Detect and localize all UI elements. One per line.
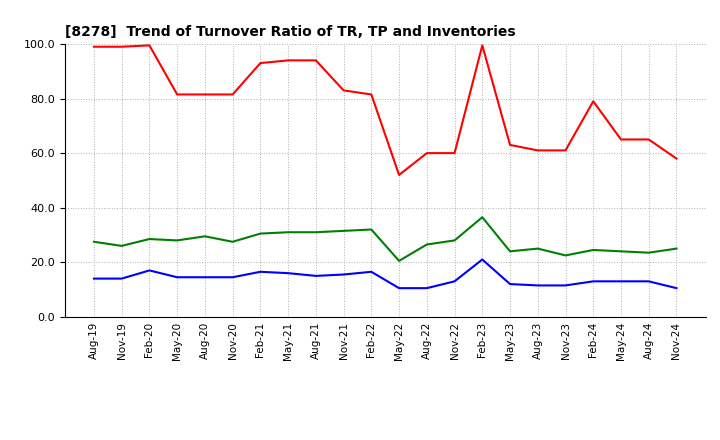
Trade Payables <box>173 275 181 280</box>
Trade Receivables <box>339 88 348 93</box>
Trade Payables <box>117 276 126 281</box>
Inventories <box>228 239 237 244</box>
Inventories <box>89 239 98 244</box>
Trade Receivables <box>201 92 210 97</box>
Trade Receivables <box>589 99 598 104</box>
Inventories <box>478 215 487 220</box>
Inventories <box>117 243 126 249</box>
Trade Receivables <box>173 92 181 97</box>
Text: [8278]  Trend of Turnover Ratio of TR, TP and Inventories: [8278] Trend of Turnover Ratio of TR, TP… <box>65 25 516 39</box>
Inventories <box>534 246 542 251</box>
Inventories <box>201 234 210 239</box>
Trade Receivables <box>534 148 542 153</box>
Inventories <box>256 231 265 236</box>
Trade Payables <box>478 257 487 262</box>
Trade Payables <box>450 279 459 284</box>
Inventories <box>505 249 514 254</box>
Trade Payables <box>505 282 514 287</box>
Inventories <box>450 238 459 243</box>
Trade Receivables <box>478 43 487 48</box>
Trade Payables <box>561 283 570 288</box>
Trade Receivables <box>672 156 681 161</box>
Trade Payables <box>284 271 292 276</box>
Trade Receivables <box>450 150 459 156</box>
Line: Inventories: Inventories <box>94 217 677 261</box>
Trade Payables <box>616 279 625 284</box>
Trade Payables <box>312 273 320 279</box>
Inventories <box>339 228 348 234</box>
Trade Receivables <box>423 150 431 156</box>
Inventories <box>672 246 681 251</box>
Trade Payables <box>644 279 653 284</box>
Trade Payables <box>367 269 376 275</box>
Inventories <box>284 230 292 235</box>
Trade Receivables <box>145 43 154 48</box>
Trade Payables <box>228 275 237 280</box>
Trade Receivables <box>644 137 653 142</box>
Inventories <box>616 249 625 254</box>
Inventories <box>173 238 181 243</box>
Inventories <box>312 230 320 235</box>
Line: Trade Payables: Trade Payables <box>94 260 677 288</box>
Trade Payables <box>534 283 542 288</box>
Inventories <box>395 258 403 264</box>
Inventories <box>145 236 154 242</box>
Inventories <box>367 227 376 232</box>
Inventories <box>561 253 570 258</box>
Trade Payables <box>672 286 681 291</box>
Trade Receivables <box>117 44 126 49</box>
Trade Receivables <box>228 92 237 97</box>
Trade Payables <box>339 272 348 277</box>
Trade Receivables <box>367 92 376 97</box>
Inventories <box>644 250 653 255</box>
Trade Receivables <box>256 60 265 66</box>
Trade Payables <box>395 286 403 291</box>
Trade Receivables <box>395 172 403 178</box>
Inventories <box>423 242 431 247</box>
Line: Trade Receivables: Trade Receivables <box>94 45 677 175</box>
Trade Receivables <box>561 148 570 153</box>
Inventories <box>589 247 598 253</box>
Trade Payables <box>145 268 154 273</box>
Trade Payables <box>423 286 431 291</box>
Trade Receivables <box>505 142 514 147</box>
Trade Payables <box>201 275 210 280</box>
Trade Receivables <box>89 44 98 49</box>
Trade Receivables <box>284 58 292 63</box>
Trade Payables <box>589 279 598 284</box>
Trade Payables <box>256 269 265 275</box>
Trade Receivables <box>616 137 625 142</box>
Trade Payables <box>89 276 98 281</box>
Trade Receivables <box>312 58 320 63</box>
